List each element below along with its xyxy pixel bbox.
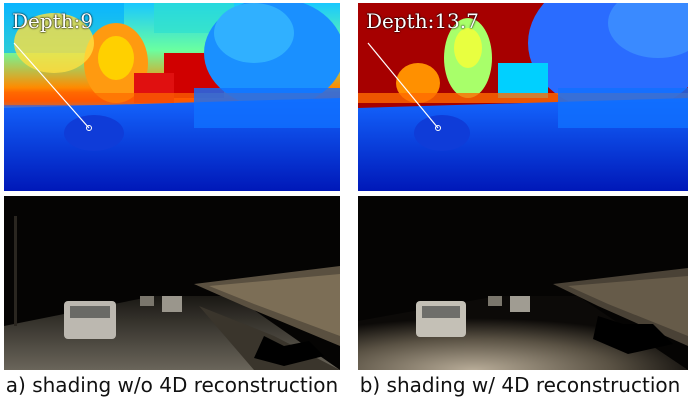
depth-map-left: Depth:9 [4,3,340,191]
depth-map-left-image [4,3,340,191]
caption-left: a) shading w/o 4D reconstruction [5,373,339,397]
shading-photo-right-image [358,196,688,370]
caption-right: b) shading w/ 4D reconstruction [359,373,681,397]
depth-label-right: Depth:13.7 [366,9,479,33]
shading-photo-right [358,196,688,370]
shading-photo-left-image [4,196,340,370]
depth-map-right: Depth:13.7 [358,3,688,191]
depth-label-left: Depth:9 [12,9,94,33]
depth-map-right-image [358,3,688,191]
shading-photo-left [4,196,340,370]
